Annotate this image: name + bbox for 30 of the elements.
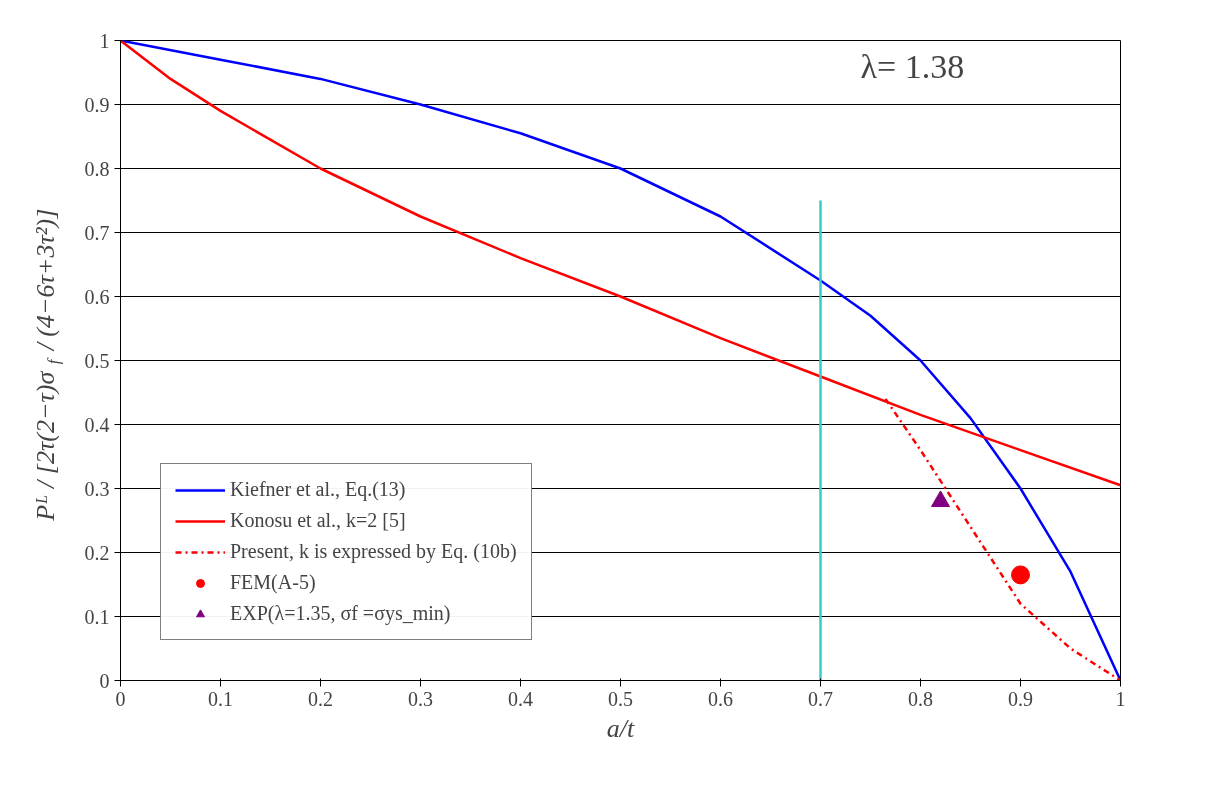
x-axis-title: a/t <box>606 713 635 743</box>
y-tick-label: 0.5 <box>84 349 110 372</box>
x-tick-label: 0.6 <box>708 687 733 710</box>
y-axis-title: Pᴸ / [2τ(2−τ)σf / (4−6τ+3τ²)] <box>31 208 63 522</box>
y-tick-label: 1 <box>99 29 110 52</box>
x-tick-label: 0.3 <box>408 687 433 710</box>
y-tick-label: 0.9 <box>84 93 110 116</box>
y-tick-label: 0.4 <box>84 413 110 436</box>
legend-label: EXP(λ=1.35, σf =σys_min) <box>230 602 451 625</box>
legend-label: Present, k is expressed by Eq. (10b) <box>230 540 517 563</box>
y-tick-label: 0.8 <box>84 157 110 180</box>
y-tick-label: 0.6 <box>84 285 110 308</box>
annotation: λ= 1.38 <box>860 48 965 86</box>
legend-label: Konosu et al., k=2 [5] <box>230 509 406 532</box>
y-tick-label: 0 <box>99 669 110 692</box>
x-tick-label: 0 <box>115 687 126 710</box>
x-tick-label: 0.9 <box>1008 687 1033 710</box>
x-tick-label: 0.7 <box>808 687 833 710</box>
x-tick-label: 0.5 <box>608 687 633 710</box>
y-tick-label: 0.2 <box>84 541 110 564</box>
y-tick-label: 0.7 <box>84 221 110 244</box>
x-tick-label: 0.2 <box>308 687 333 710</box>
x-tick-label: 1 <box>1115 687 1126 710</box>
y-tick-label: 0.1 <box>84 605 110 628</box>
x-tick-label: 0.8 <box>908 687 933 710</box>
legend-label: Kiefner et al., Eq.(13) <box>230 478 406 501</box>
x-tick-label: 0.4 <box>508 687 533 710</box>
x-tick-label: 0.1 <box>208 687 233 710</box>
legend-label: FEM(A-5) <box>230 571 316 594</box>
y-tick-label: 0.3 <box>84 477 110 500</box>
